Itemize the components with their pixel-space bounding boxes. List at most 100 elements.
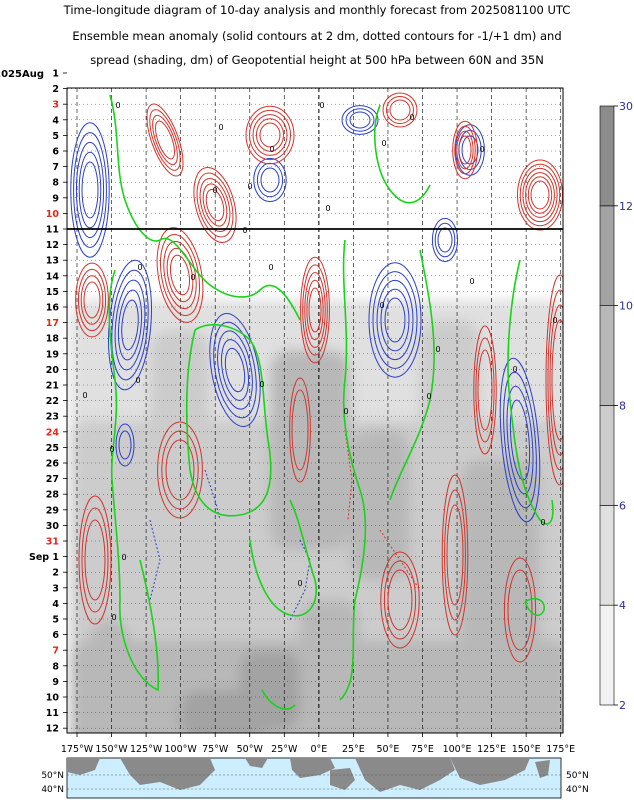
contour-label: 0 bbox=[121, 553, 126, 562]
y-tick-label: 21 bbox=[46, 381, 59, 392]
y-tick-label: 4 bbox=[52, 599, 59, 610]
map-land bbox=[330, 768, 355, 790]
y-tick-label: 7 bbox=[52, 162, 59, 173]
contour-label: 0 bbox=[325, 204, 330, 213]
contour-line-dotted bbox=[289, 539, 311, 621]
contour-line bbox=[84, 519, 106, 601]
y-axis-start-label: 2025Aug bbox=[0, 69, 44, 80]
y-tick-label: 6 bbox=[52, 630, 59, 641]
y-tick-label: 2 bbox=[52, 568, 59, 579]
x-tick-label: 50°E bbox=[377, 744, 400, 755]
x-tick-label: 100°E bbox=[443, 744, 472, 755]
zero-contour bbox=[389, 249, 435, 501]
contour-line bbox=[302, 264, 328, 356]
contour-line bbox=[300, 256, 330, 364]
map-land bbox=[290, 758, 335, 778]
contour-label: 0 bbox=[297, 579, 302, 588]
gridlines bbox=[67, 88, 563, 733]
contour-line bbox=[163, 240, 197, 310]
map-land bbox=[67, 758, 100, 775]
y-tick-label: 31 bbox=[46, 537, 59, 548]
y-tick-label: 11 bbox=[46, 708, 59, 719]
contour-line bbox=[527, 176, 553, 214]
map-lat-label-left: 50°N bbox=[41, 771, 64, 781]
contour-line bbox=[161, 430, 199, 510]
contour-line bbox=[473, 325, 497, 455]
contour-line bbox=[431, 217, 459, 263]
y-tick-label: 16 bbox=[46, 303, 60, 314]
contour-line bbox=[224, 347, 246, 393]
contour-line bbox=[78, 151, 102, 229]
colorbar-tick-label: 10 bbox=[619, 300, 633, 313]
contour-line bbox=[308, 287, 322, 333]
contour-line bbox=[81, 507, 109, 613]
contour-line bbox=[437, 227, 453, 253]
contour-line bbox=[73, 132, 107, 248]
y-tick-label: 12 bbox=[46, 724, 59, 735]
contour-line bbox=[83, 281, 101, 319]
contour-line bbox=[456, 130, 474, 170]
contour-line bbox=[384, 297, 406, 343]
contour-line bbox=[157, 421, 203, 519]
contour-line bbox=[525, 172, 555, 218]
contour-line bbox=[152, 114, 178, 166]
contour-line bbox=[383, 560, 417, 640]
colorbar-segment bbox=[599, 505, 615, 606]
contour-line bbox=[75, 262, 109, 338]
colorbar-tick-label: 12 bbox=[619, 200, 633, 213]
contour-line bbox=[77, 268, 107, 332]
contour-label: 0 bbox=[247, 182, 252, 191]
contour-label: 0 bbox=[552, 316, 557, 325]
y-tick-label: 3 bbox=[52, 583, 59, 594]
colorbar-tick-label: 30 bbox=[619, 100, 633, 113]
x-tick-label: 175°E bbox=[546, 744, 575, 755]
y-tick-label: 25 bbox=[46, 443, 59, 454]
contour-label: 0 bbox=[82, 391, 87, 400]
zero-contour bbox=[374, 104, 431, 204]
contour-line bbox=[256, 162, 284, 198]
zero-contour bbox=[524, 598, 545, 617]
contour-line bbox=[249, 109, 291, 161]
y-tick-label: 8 bbox=[52, 661, 59, 672]
contour-label: 0 bbox=[242, 226, 247, 235]
contour-line bbox=[196, 172, 234, 238]
contour-label: 0 bbox=[268, 263, 273, 272]
colorbar-tick-label: 8 bbox=[619, 400, 626, 413]
y-tick-label: 18 bbox=[46, 334, 60, 345]
zero-contour bbox=[507, 259, 554, 525]
map-lat-label-right: 40°N bbox=[566, 785, 589, 795]
contour-line bbox=[70, 122, 110, 258]
y-tick-label: 2 bbox=[52, 84, 59, 95]
y-tick-label: 30 bbox=[46, 521, 60, 532]
y-tick-label: 20 bbox=[46, 365, 60, 376]
contour-line bbox=[169, 254, 191, 296]
contour-line bbox=[199, 177, 231, 233]
chart-title-line-3: spread (shading, dm) of Geopotential hei… bbox=[90, 53, 544, 67]
y-tick-label: 5 bbox=[52, 131, 59, 142]
x-tick-label: 100°W bbox=[165, 744, 198, 755]
zero-contour bbox=[108, 269, 160, 692]
map-lat-label-left: 40°N bbox=[41, 785, 64, 795]
y-tick-label: 29 bbox=[46, 505, 59, 516]
contour-line bbox=[166, 247, 194, 303]
contour-line bbox=[78, 495, 112, 625]
contour-line bbox=[458, 135, 472, 165]
contour-line bbox=[519, 163, 561, 227]
y-tick-label: 23 bbox=[46, 412, 59, 423]
contour-line bbox=[149, 109, 181, 171]
contour-line bbox=[386, 96, 414, 124]
contour-line bbox=[341, 105, 379, 135]
contour-line bbox=[111, 269, 149, 381]
zero-contour bbox=[249, 499, 317, 617]
y-tick-label: 8 bbox=[52, 178, 59, 189]
contour-line bbox=[289, 377, 311, 483]
contour-label: 0 bbox=[435, 345, 440, 354]
contour-label: 0 bbox=[135, 376, 140, 385]
contour-line bbox=[213, 321, 257, 419]
contour-line bbox=[165, 439, 195, 501]
contour-label: 0 bbox=[190, 273, 195, 282]
y-tick-label: 22 bbox=[46, 396, 59, 407]
colorbar-segment bbox=[599, 105, 615, 207]
